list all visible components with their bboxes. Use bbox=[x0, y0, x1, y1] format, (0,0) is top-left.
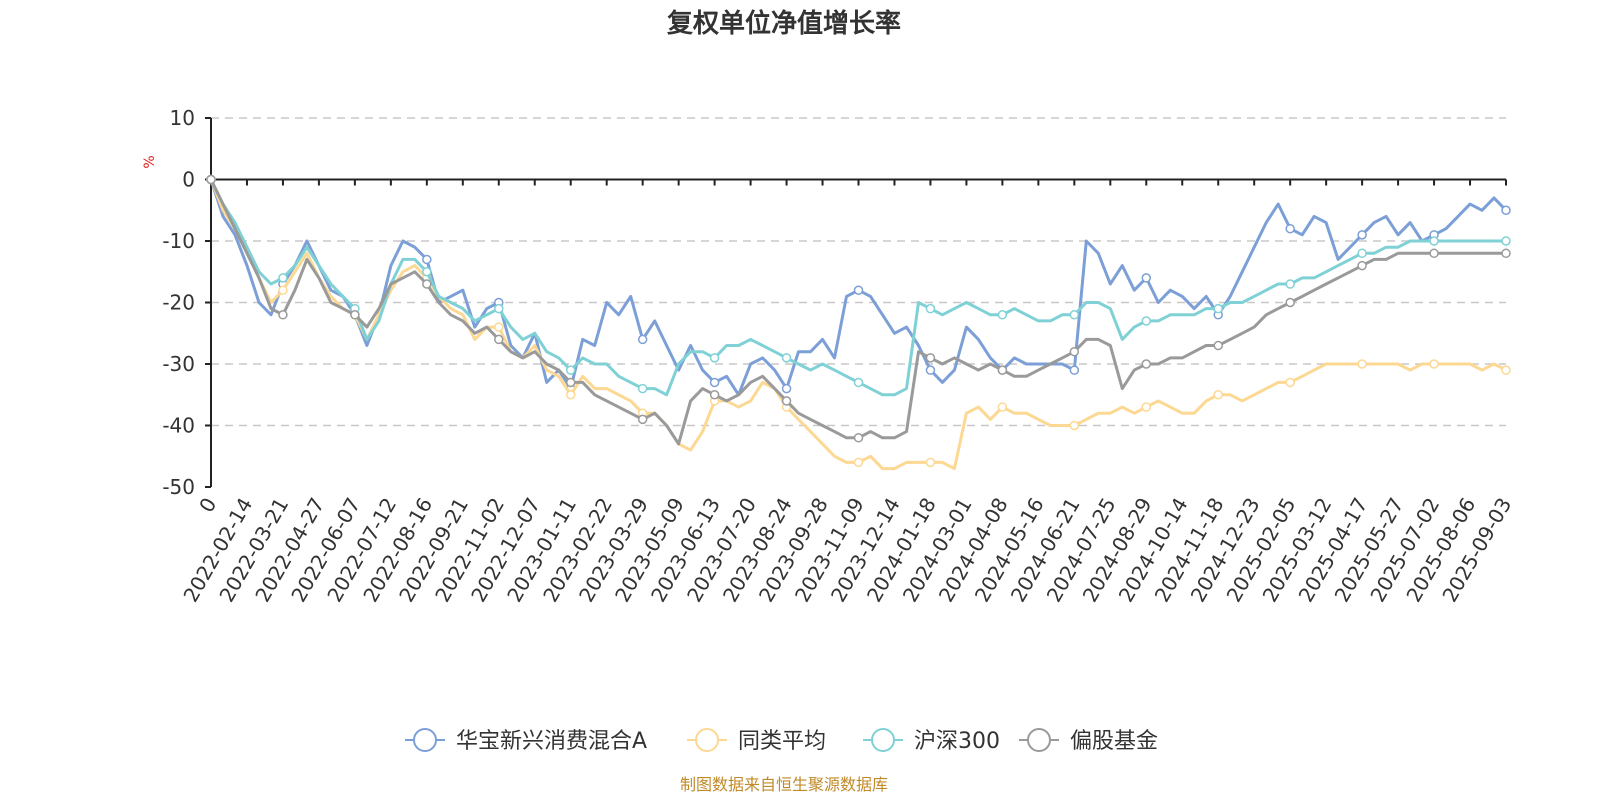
series-point bbox=[1069, 310, 1080, 320]
series-point bbox=[781, 396, 792, 406]
series-point bbox=[1141, 273, 1152, 283]
series-point bbox=[1429, 236, 1439, 246]
series-point bbox=[206, 174, 216, 185]
y-tick-label: -30 bbox=[162, 352, 195, 376]
y-axis-unit-label: % bbox=[142, 155, 158, 168]
series-point bbox=[422, 267, 432, 277]
series-point bbox=[925, 353, 936, 363]
series-point bbox=[422, 254, 432, 265]
legend-item-1[interactable]: 同类平均 bbox=[687, 728, 826, 754]
y-tick-labels: 10 0 -10 -20 -30 -40 -50 bbox=[162, 106, 195, 499]
series-point bbox=[709, 353, 720, 363]
legend-label: 同类平均 bbox=[738, 729, 826, 754]
series-point bbox=[1285, 279, 1295, 289]
y-tick-label: -50 bbox=[162, 475, 195, 499]
series-point bbox=[1069, 365, 1080, 375]
y-tick-label: 10 bbox=[170, 106, 195, 130]
series-point bbox=[853, 457, 864, 468]
y-tick-label: 0 bbox=[182, 168, 195, 192]
series-point bbox=[1141, 316, 1152, 326]
series-point bbox=[278, 285, 288, 295]
grid-lines bbox=[205, 117, 1506, 488]
legend[interactable]: 华宝新兴消费混合A 同类平均 沪深300 偏股基金 bbox=[405, 728, 1158, 754]
series-point bbox=[1357, 359, 1367, 369]
series-1 bbox=[206, 174, 1511, 471]
series-point bbox=[422, 279, 432, 289]
series-point bbox=[1357, 248, 1367, 259]
series-point bbox=[565, 365, 576, 375]
series-point bbox=[1357, 230, 1367, 240]
series-point bbox=[1501, 236, 1511, 246]
x-tick-labels: 02022-02-142022-03-212022-04-272022-06-0… bbox=[178, 493, 1516, 606]
series-3 bbox=[206, 174, 1511, 446]
legend-item-0[interactable]: 华宝新兴消费混合A bbox=[405, 728, 647, 754]
series-point bbox=[637, 383, 648, 394]
series-point bbox=[637, 334, 648, 345]
series-point bbox=[853, 377, 864, 388]
series-point bbox=[1501, 365, 1511, 375]
legend-marker bbox=[413, 728, 437, 752]
series-point bbox=[278, 310, 288, 320]
series-lines bbox=[206, 174, 1511, 471]
series-point bbox=[853, 285, 864, 295]
legend-marker bbox=[1027, 728, 1051, 752]
series-point bbox=[494, 334, 504, 345]
series-point bbox=[781, 383, 792, 394]
y-tick-label: -10 bbox=[162, 229, 195, 253]
series-point bbox=[350, 310, 360, 320]
series-point bbox=[997, 402, 1008, 412]
legend-label: 华宝新兴消费混合A bbox=[456, 729, 647, 754]
series-point bbox=[925, 457, 936, 468]
x-tick-label: 0 bbox=[194, 494, 221, 517]
y-tick-label: -20 bbox=[162, 291, 195, 315]
series-point bbox=[1213, 340, 1223, 351]
series-point bbox=[997, 310, 1008, 320]
series-point bbox=[925, 365, 936, 375]
series-point bbox=[637, 414, 648, 425]
series-point bbox=[925, 303, 936, 314]
series-point bbox=[1429, 248, 1439, 259]
series-point bbox=[1069, 420, 1080, 431]
series-point bbox=[1501, 248, 1511, 259]
series-point bbox=[997, 365, 1008, 375]
series-point bbox=[1141, 402, 1152, 412]
series-point bbox=[1357, 260, 1367, 271]
series-point bbox=[565, 390, 576, 400]
series-point bbox=[1501, 205, 1511, 215]
series-point bbox=[494, 322, 504, 332]
legend-label: 偏股基金 bbox=[1070, 729, 1158, 754]
series-point bbox=[278, 273, 288, 283]
series-point bbox=[494, 303, 504, 314]
series-point bbox=[1285, 223, 1295, 234]
legend-item-2[interactable]: 沪深300 bbox=[863, 728, 1000, 754]
legend-item-3[interactable]: 偏股基金 bbox=[1019, 728, 1158, 754]
series-point bbox=[781, 353, 792, 363]
series-point bbox=[1069, 346, 1080, 357]
series-point bbox=[1213, 303, 1223, 314]
series-point bbox=[1429, 359, 1439, 369]
chart-title: 复权单位净值增长率 bbox=[667, 8, 901, 39]
y-tick-label: -40 bbox=[162, 414, 195, 438]
series-point bbox=[565, 377, 576, 388]
legend-marker bbox=[695, 728, 719, 752]
series-point bbox=[1285, 377, 1295, 388]
series-point bbox=[709, 390, 720, 400]
series-point bbox=[853, 433, 864, 443]
series-point bbox=[709, 377, 720, 388]
legend-label: 沪深300 bbox=[914, 729, 1000, 754]
source-note: 制图数据来自恒生聚源数据库 bbox=[680, 775, 888, 794]
series-2 bbox=[206, 174, 1511, 397]
series-0 bbox=[206, 174, 1511, 397]
series-point bbox=[1285, 297, 1295, 308]
legend-marker bbox=[871, 728, 895, 752]
series-point bbox=[1213, 390, 1223, 400]
series-point bbox=[1141, 359, 1152, 369]
